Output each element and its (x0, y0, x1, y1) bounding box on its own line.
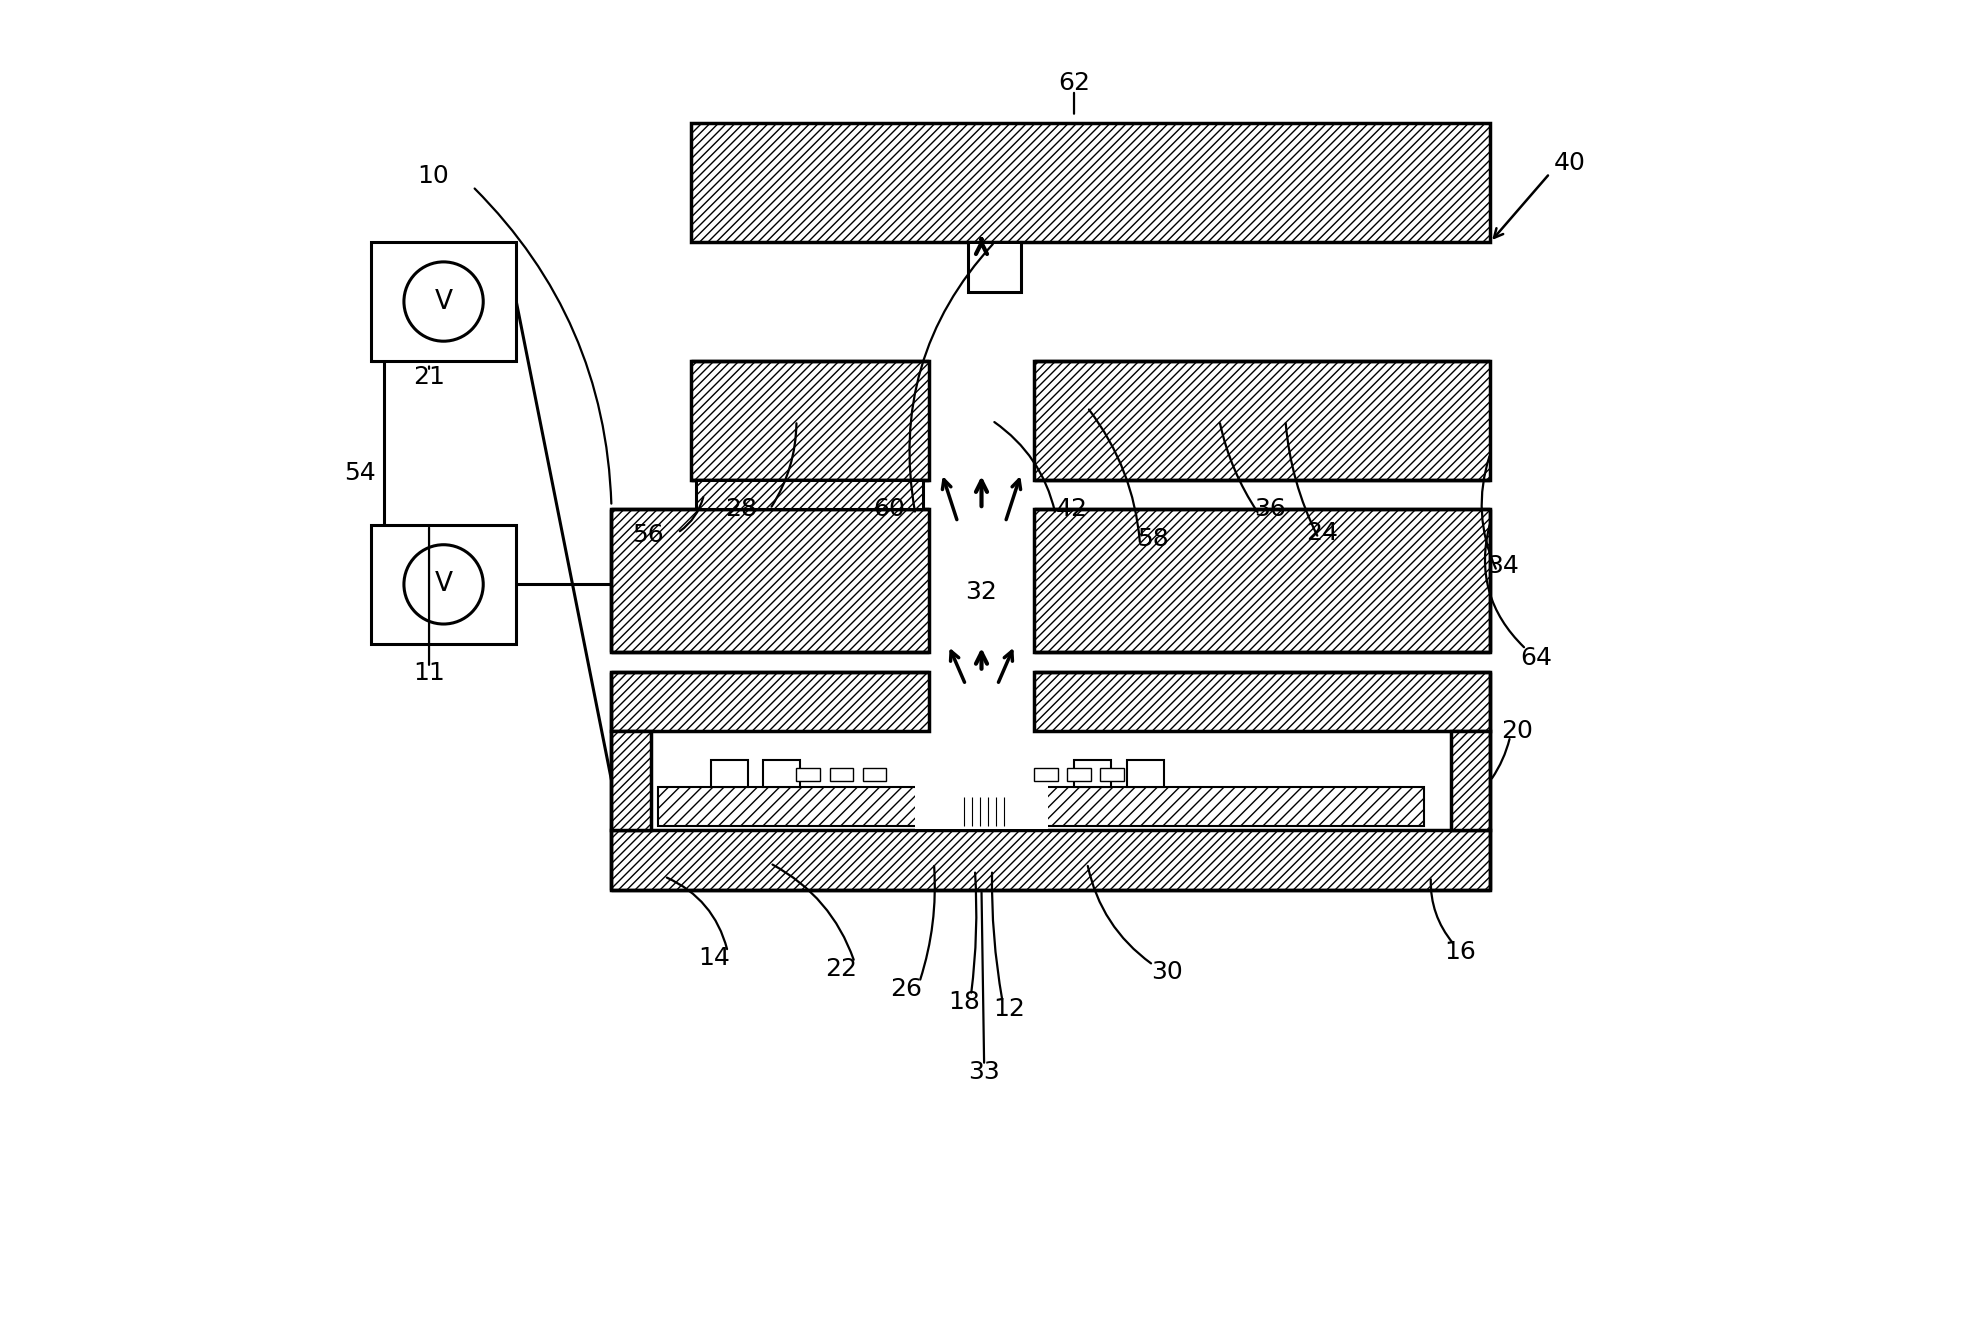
Bar (610, 509, 928, 652)
Bar (764, 761, 801, 786)
Bar (697, 480, 923, 509)
Text: 16: 16 (1445, 940, 1476, 964)
Text: 20: 20 (1502, 720, 1533, 743)
Text: 64: 64 (1521, 646, 1553, 670)
Text: 10: 10 (416, 164, 450, 188)
Text: 36: 36 (1254, 497, 1286, 521)
Text: 54: 54 (344, 462, 377, 485)
Text: 33: 33 (968, 1060, 999, 1084)
Text: 42: 42 (1056, 497, 1088, 521)
Bar (610, 830, 1490, 890)
Text: 34: 34 (1488, 553, 1519, 577)
Text: 18: 18 (948, 990, 980, 1013)
Bar (691, 360, 928, 480)
Bar (797, 769, 821, 781)
Text: 21: 21 (412, 364, 446, 388)
Bar (862, 769, 887, 781)
Bar (1127, 761, 1164, 786)
Text: 56: 56 (632, 524, 663, 548)
Text: 32: 32 (966, 580, 997, 604)
Bar (1035, 509, 1490, 652)
Text: 26: 26 (889, 976, 923, 1000)
Bar (610, 672, 928, 732)
Bar (1035, 360, 1490, 480)
Bar (1068, 769, 1091, 781)
Bar (1035, 769, 1058, 781)
Text: 22: 22 (824, 958, 858, 982)
Text: 60: 60 (874, 497, 905, 521)
Bar (691, 124, 1490, 242)
Text: 14: 14 (699, 947, 730, 971)
Text: 58: 58 (1137, 528, 1170, 552)
Bar (658, 786, 1425, 826)
Bar (371, 525, 516, 644)
Bar (711, 761, 748, 786)
Text: V: V (434, 289, 453, 314)
Bar (371, 242, 516, 360)
Text: 24: 24 (1307, 521, 1339, 545)
Bar (1101, 769, 1125, 781)
Bar (1035, 672, 1490, 732)
Text: 40: 40 (1553, 150, 1586, 174)
Text: V: V (434, 572, 453, 597)
Bar (610, 732, 652, 830)
Bar (830, 769, 854, 781)
Text: 30: 30 (1150, 960, 1182, 984)
Bar (915, 783, 1048, 829)
Text: 12: 12 (993, 996, 1025, 1020)
Text: 11: 11 (412, 661, 446, 685)
Text: 62: 62 (1058, 72, 1089, 96)
Bar (1451, 732, 1490, 830)
Bar (1074, 761, 1111, 786)
Text: 28: 28 (724, 497, 758, 521)
Bar (968, 242, 1021, 293)
